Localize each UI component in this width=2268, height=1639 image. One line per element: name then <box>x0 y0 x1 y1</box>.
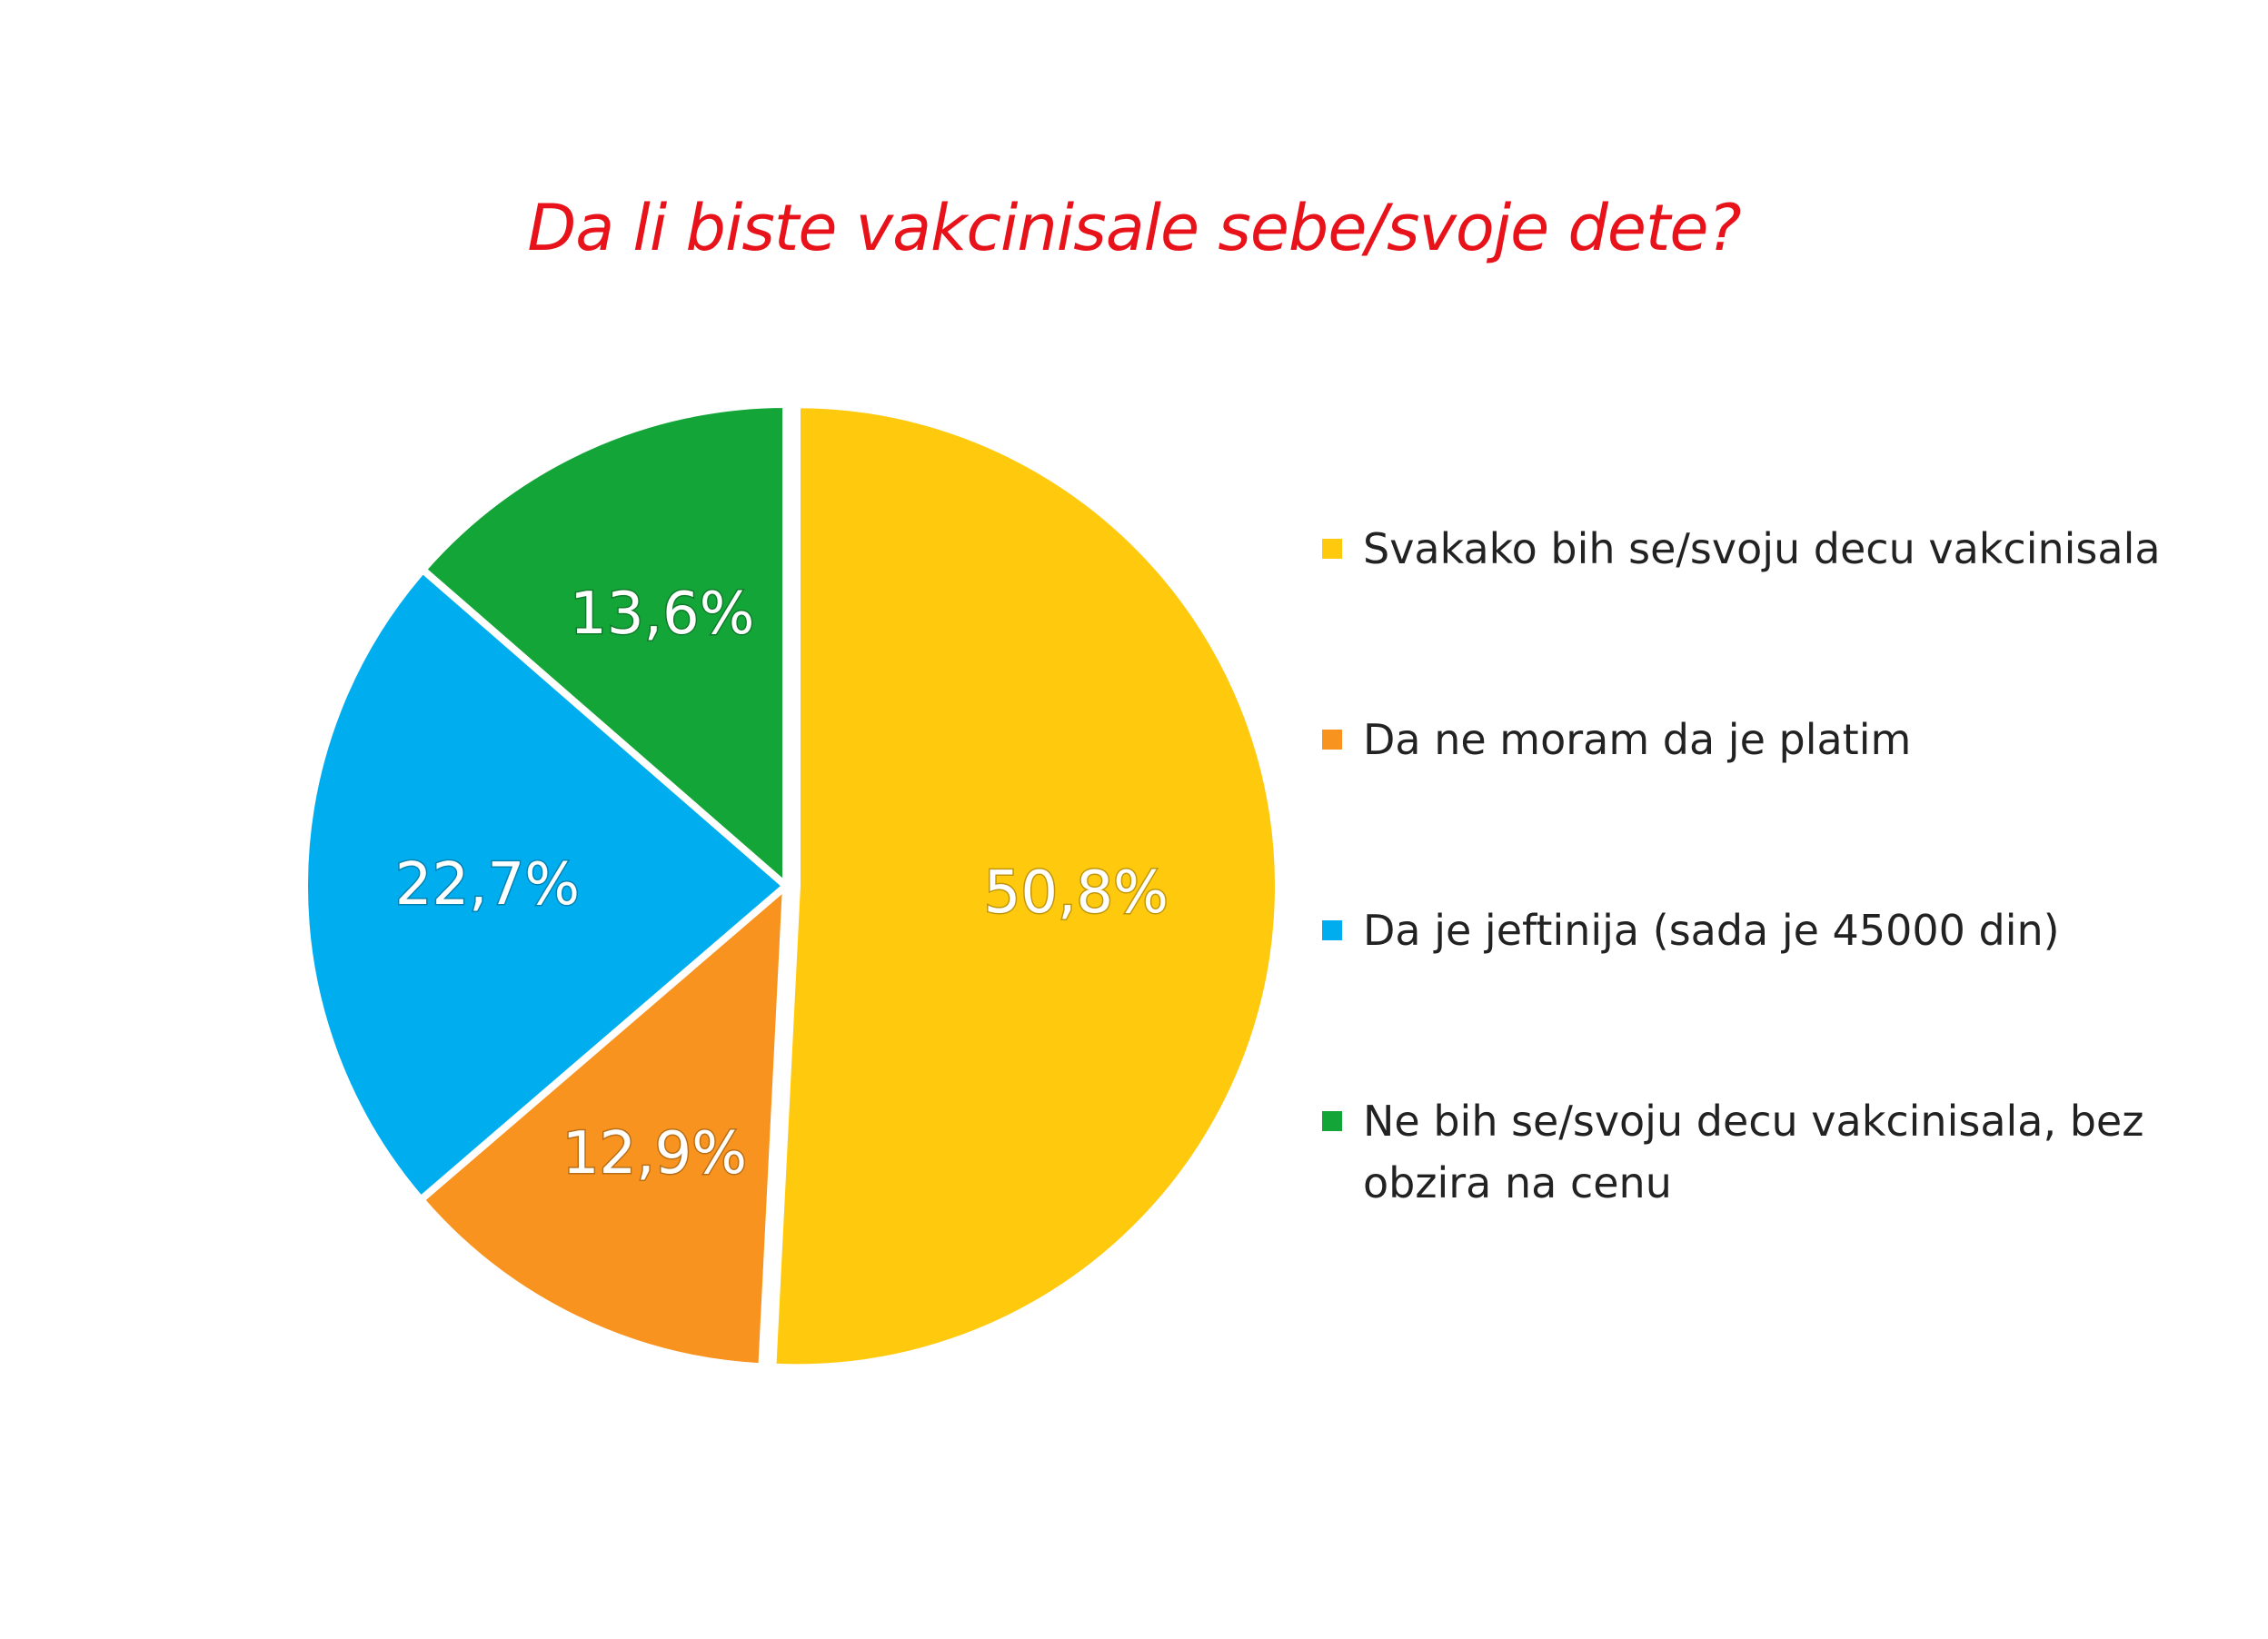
slice-value-label-2: 22,7% <box>395 851 580 919</box>
pie-slice-2 <box>301 566 790 1204</box>
pie-slice-1 <box>417 882 790 1371</box>
pie-slice-0 <box>769 401 1283 1372</box>
legend-label-0: Svakako bih se/svoju decu vakcinisala <box>1363 524 2161 573</box>
slice-value-label-1: 12,9% <box>562 1120 747 1187</box>
legend-label-3: Ne bih se/svoju decu vakcinisala, bez ob… <box>1363 1097 2144 1207</box>
legend-label-2: Da je jeftinija (sada je 45000 din) <box>1363 906 2060 955</box>
legend-label-1: Da ne moram da je platim <box>1363 715 1912 764</box>
slice-value-label-0: 50,8% <box>984 859 1169 927</box>
slice-value-label-3: 13,6% <box>570 581 754 648</box>
legend-swatch-1 <box>1322 730 1342 750</box>
legend-swatch-0 <box>1322 539 1342 559</box>
chart-title: Da li biste vakcinisale sebe/svoje dete? <box>527 191 1741 265</box>
legend-swatch-3 <box>1322 1111 1342 1131</box>
legend-swatch-2 <box>1322 920 1342 940</box>
pie-slice-3 <box>419 401 790 889</box>
